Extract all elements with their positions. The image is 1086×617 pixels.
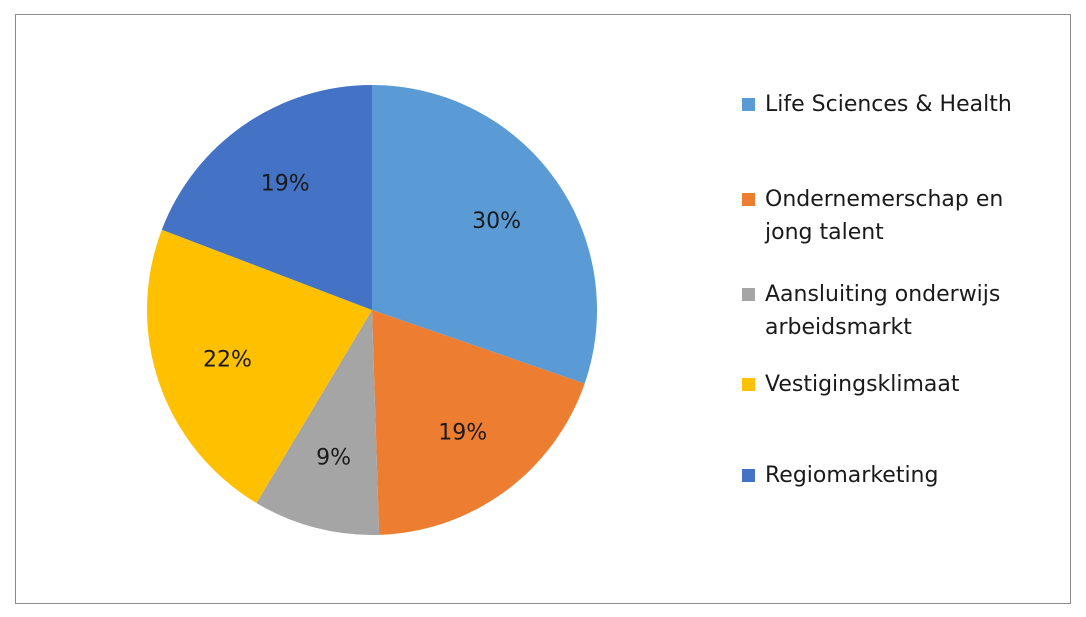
pie-slice-4 <box>147 229 372 504</box>
pie-data-label-5: 19% <box>261 171 310 196</box>
legend-item-regiomarketing: Regiomarketing <box>742 459 1045 492</box>
legend-item-ondernemerschap: Ondernemerschap en jong talent <box>742 183 1045 249</box>
legend-item-aansluiting: Aansluiting onderwijs arbeidsmarkt <box>742 278 1045 344</box>
pie-slices <box>147 85 598 535</box>
pie-data-labels: 30% 19% 9% 22% 19% <box>203 171 521 470</box>
legend-label: Life Sciences & Health <box>765 92 1012 117</box>
pie-data-label-2: 19% <box>438 421 487 446</box>
legend-label: Ondernemerschap en jong talent <box>765 187 1004 245</box>
legend-label: Aansluiting onderwijs arbeidsmarkt <box>765 282 1001 340</box>
pie-data-label-4: 22% <box>203 348 252 373</box>
legend-label: Regiomarketing <box>765 463 939 488</box>
pie-slice-1 <box>372 85 598 384</box>
pie-slice-2 <box>372 310 585 535</box>
legend-swatch <box>742 193 755 206</box>
pie-data-label-1: 30% <box>472 209 521 234</box>
legend-item-vestigingsklimaat: Vestigingsklimaat <box>742 368 1045 401</box>
pie-slice-5 <box>161 85 372 310</box>
legend-swatch <box>742 378 755 391</box>
legend-swatch <box>742 288 755 301</box>
legend-swatch <box>742 98 755 111</box>
legend-label: Vestigingsklimaat <box>765 372 960 397</box>
pie-data-label-3: 9% <box>316 446 351 471</box>
pie-slice-3 <box>256 310 380 535</box>
legend-swatch <box>742 469 755 482</box>
legend-item-life-sciences: Life Sciences & Health <box>742 88 1045 121</box>
